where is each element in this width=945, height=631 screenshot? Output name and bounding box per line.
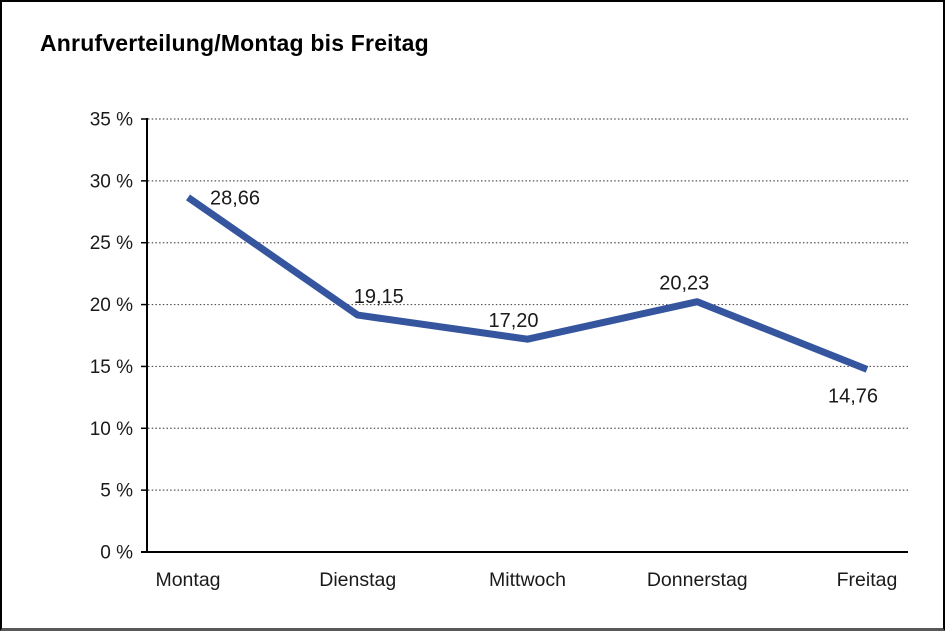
y-tick-label: 25 %	[90, 233, 133, 254]
data-point-label: 19,15	[354, 286, 404, 308]
y-tick-label: 5 %	[100, 481, 133, 502]
data-point-label: 20,23	[659, 273, 709, 295]
y-tick-label: 35 %	[90, 110, 133, 131]
chart-title: Anrufverteilung/Montag bis Freitag	[40, 30, 429, 56]
y-tick-label: 10 %	[90, 419, 133, 440]
y-tick-label: 20 %	[90, 295, 133, 316]
data-point-label: 17,20	[488, 310, 538, 332]
x-category-label: Montag	[155, 569, 220, 591]
x-category-label: Freitag	[837, 569, 898, 591]
y-tick-label: 0 %	[100, 543, 133, 564]
data-point-label: 28,66	[210, 187, 260, 209]
x-category-label: Dienstag	[319, 569, 396, 591]
x-category-label: Donnerstag	[647, 569, 748, 591]
y-tick-label: 15 %	[90, 357, 133, 378]
x-category-label: Mittwoch	[489, 569, 566, 591]
y-tick-label: 30 %	[90, 171, 133, 192]
data-line-anrufverteilung	[186, 194, 869, 373]
data-point-label: 14,76	[828, 385, 878, 407]
